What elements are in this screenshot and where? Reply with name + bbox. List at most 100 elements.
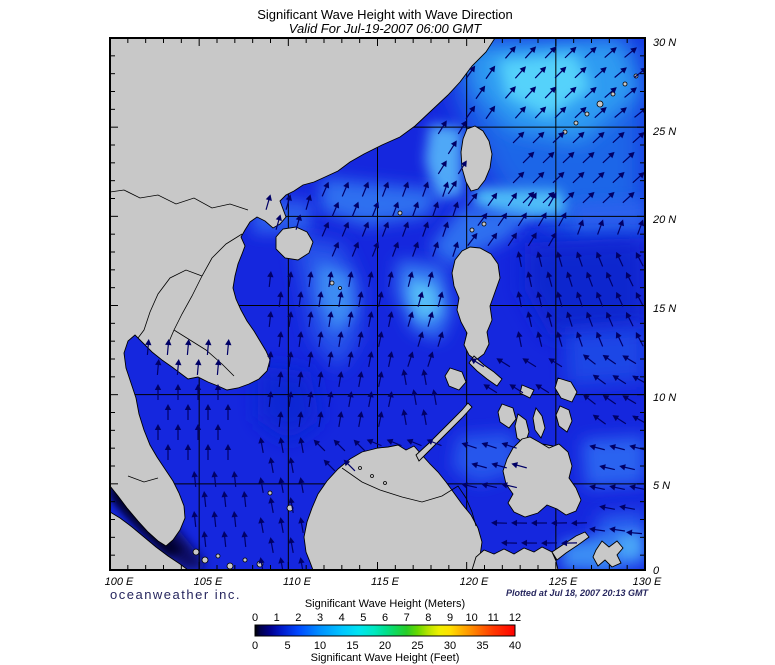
wave-arrow — [548, 232, 557, 247]
wave-arrow — [267, 351, 274, 368]
wave-arrow — [442, 221, 449, 237]
wave-arrow — [287, 311, 294, 328]
wave-arrow — [201, 531, 208, 548]
wave-arrow — [298, 437, 305, 453]
wave-arrow — [534, 106, 547, 119]
wave-arrow — [564, 86, 577, 99]
wave-arrow — [544, 46, 557, 59]
wave-arrow — [278, 477, 285, 493]
wave-arrow — [577, 219, 585, 235]
wave-arrow — [357, 411, 364, 427]
plotted-timestamp: Plotted at Jul 18, 2007 20:13 GMT — [506, 588, 650, 598]
wave-arrow — [622, 191, 635, 204]
wave-arrow — [402, 181, 410, 197]
wave-arrow — [609, 444, 625, 451]
wave-arrow — [422, 181, 430, 197]
wave-arrow — [145, 339, 152, 356]
wave-arrow — [185, 339, 192, 356]
wave-arrow — [221, 531, 228, 548]
wave-arrow — [288, 457, 295, 473]
wave-arrow — [465, 105, 476, 120]
wave-arrow — [624, 47, 637, 58]
wave-arrow — [437, 120, 447, 135]
wave-arrow — [552, 171, 565, 184]
wave-arrow — [625, 311, 634, 327]
wave-arrow — [481, 482, 497, 489]
wave-arrow — [417, 291, 424, 307]
landmass-sulawesi — [471, 546, 559, 570]
wave-arrow — [287, 271, 294, 288]
meters-tick-7: 7 — [404, 612, 410, 624]
wave-arrow — [421, 369, 428, 385]
wave-arrow — [287, 351, 294, 368]
wave-arrow — [437, 291, 444, 307]
wave-arrow — [574, 106, 587, 119]
political-border — [167, 233, 243, 345]
wave-arrow — [485, 105, 496, 120]
wave-arrow — [599, 504, 615, 511]
wave-arrow — [457, 120, 467, 135]
wave-arrow — [562, 151, 575, 164]
wave-arrow — [401, 409, 408, 425]
wave-arrow — [194, 384, 202, 400]
wave-arrow — [426, 438, 442, 447]
wave-arrow — [387, 391, 394, 407]
wave-arrow — [536, 251, 543, 267]
wave-arrow — [417, 331, 424, 347]
wave-arrow — [204, 404, 212, 420]
wave-arrow — [258, 557, 265, 570]
lat-label-20N: 20 N — [652, 214, 676, 226]
wave-arrow — [211, 471, 218, 488]
wave-arrow — [566, 311, 573, 327]
wave-arrow — [278, 557, 285, 570]
wave-arrow — [602, 394, 617, 405]
wave-arrow — [313, 439, 326, 452]
lon-label-115E: 115 E — [371, 576, 400, 588]
wave-arrow — [298, 477, 305, 493]
wave-arrow — [347, 351, 354, 367]
wave-arrow — [265, 194, 272, 210]
wave-arrow — [174, 424, 182, 440]
landmass-samar — [554, 377, 578, 403]
wave-arrow — [191, 511, 198, 528]
wave-arrow — [602, 191, 615, 204]
wave-arrow — [367, 311, 374, 327]
wave-arrow — [632, 171, 645, 184]
wave-arrow — [461, 442, 477, 449]
wave-arrow — [582, 394, 596, 405]
wave-arrow — [305, 194, 312, 210]
wave-arrow — [554, 106, 567, 119]
wave-arrow — [546, 271, 553, 287]
wave-arrow — [427, 271, 434, 287]
wave-arrow — [537, 212, 547, 227]
wave-arrow — [231, 471, 238, 488]
wave-arrow — [572, 171, 585, 184]
wave-arrow — [521, 539, 538, 547]
wave-arrow — [267, 271, 274, 288]
wave-arrow — [594, 107, 607, 119]
wave-arrow — [195, 359, 202, 376]
wave-arrow — [614, 67, 627, 78]
wave-arrow — [367, 271, 374, 287]
landmass-masbate — [519, 384, 535, 399]
wave-arrow — [504, 86, 516, 99]
landmass-mindanao — [502, 436, 582, 518]
landmass-palawan — [415, 402, 473, 462]
meters-tick-9: 9 — [447, 612, 453, 624]
feet-tick-20: 20 — [379, 640, 391, 652]
wave-arrow — [571, 519, 588, 527]
wave-arrow — [307, 271, 314, 288]
wave-arrow — [317, 371, 324, 388]
wave-arrow — [297, 331, 304, 348]
wave-arrow — [307, 351, 314, 368]
wave-arrow — [275, 214, 282, 230]
wave-arrow — [595, 291, 604, 307]
wave-arrow — [551, 519, 568, 527]
wave-arrow — [465, 65, 476, 80]
wave-arrow — [477, 212, 488, 227]
landmass-panay — [497, 403, 517, 429]
wave-arrow — [357, 291, 364, 307]
landmass-sumatra — [110, 511, 189, 570]
